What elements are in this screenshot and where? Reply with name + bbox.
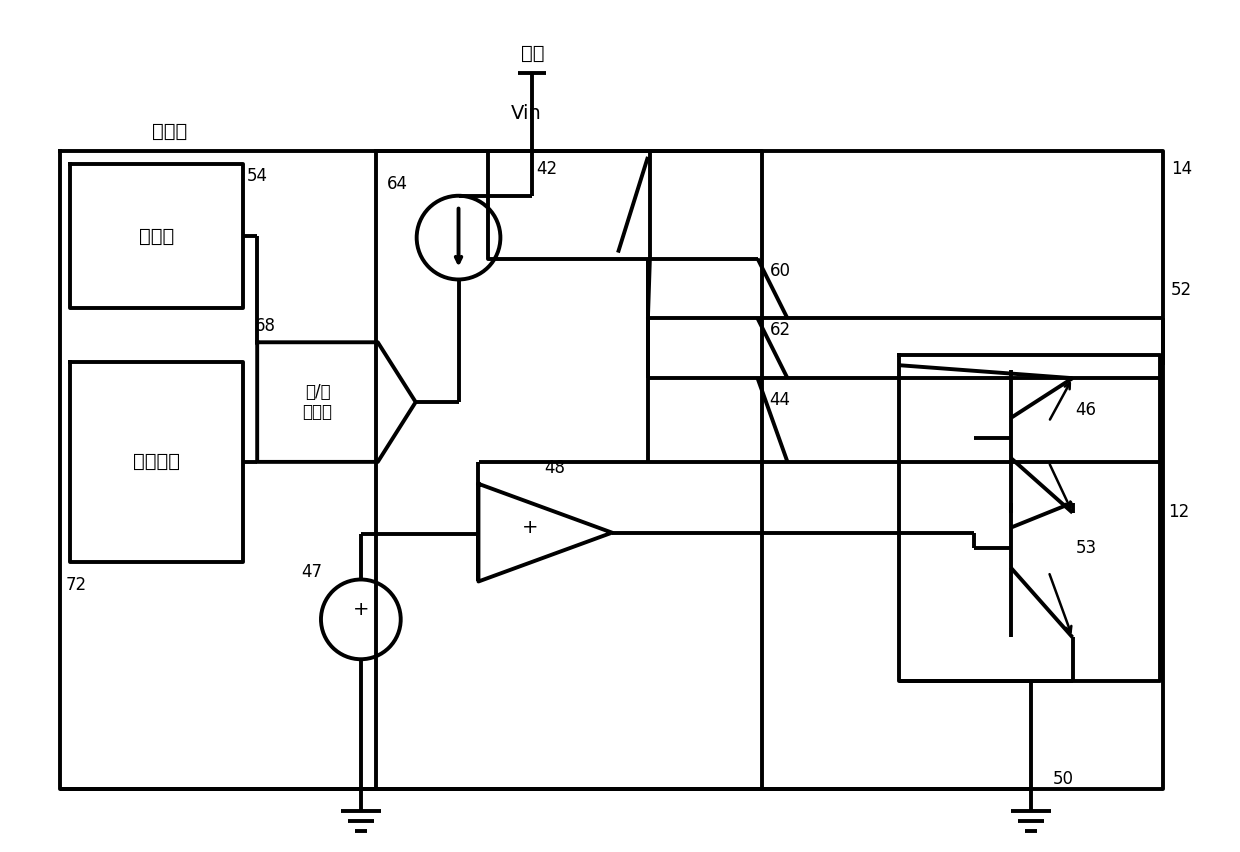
Text: 计时器: 计时器 [139,227,174,245]
Text: 72: 72 [66,577,87,595]
Text: 47: 47 [301,562,322,580]
Text: 60: 60 [770,262,791,279]
Text: 44: 44 [770,391,791,409]
Text: 模/数
转换器: 模/数 转换器 [303,383,332,422]
Text: +: + [352,600,370,619]
Text: 控制器: 控制器 [151,122,187,141]
Text: 64: 64 [387,175,408,193]
Text: 68: 68 [255,317,277,336]
Text: 14: 14 [1172,160,1193,178]
Text: 42: 42 [536,160,558,178]
Text: 12: 12 [1168,503,1189,521]
Text: +: + [522,518,538,537]
Text: 62: 62 [770,321,791,339]
Text: 52: 52 [1172,281,1193,299]
Text: 数据处理: 数据处理 [133,452,180,471]
Text: Vin: Vin [511,104,542,123]
Text: 50: 50 [1053,770,1074,788]
Text: 46: 46 [1075,401,1096,419]
Text: 54: 54 [247,167,268,185]
Text: 53: 53 [1075,538,1096,556]
Text: 48: 48 [544,459,565,477]
Text: 电源: 电源 [521,43,544,63]
